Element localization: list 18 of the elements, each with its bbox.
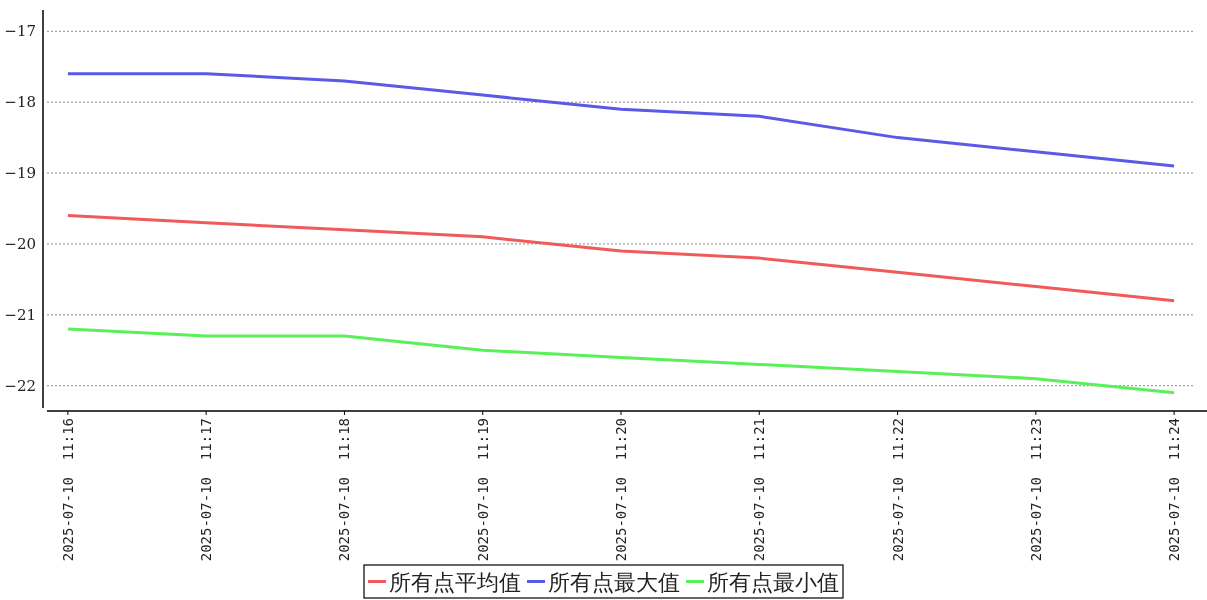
legend-label: 所有点平均值 xyxy=(389,569,521,595)
legend-label: 所有点最大值 xyxy=(548,569,680,595)
y-tick-label: −22 xyxy=(4,376,36,395)
y-tick-label: −17 xyxy=(4,22,36,41)
x-tick-label: 2025-07-10 11:22 xyxy=(889,418,906,562)
legend-label: 所有点最小值 xyxy=(707,569,839,595)
y-tick-label: −20 xyxy=(4,234,36,253)
y-tick-label: −19 xyxy=(4,164,36,183)
x-tick-label: 2025-07-10 11:19 xyxy=(474,418,491,562)
x-tick-label: 2025-07-10 11:23 xyxy=(1027,418,1044,562)
y-tick-label: −21 xyxy=(4,305,36,324)
x-tick-label: 2025-07-10 11:21 xyxy=(751,418,768,562)
y-tick-label: −18 xyxy=(4,93,36,112)
x-tick-label: 2025-07-10 11:18 xyxy=(336,418,353,562)
x-tick-label: 2025-07-10 11:24 xyxy=(1166,418,1183,562)
x-tick-label: 2025-07-10 11:16 xyxy=(59,418,76,562)
x-tick-label: 2025-07-10 11:17 xyxy=(198,418,215,562)
x-tick-label: 2025-07-10 11:20 xyxy=(613,418,629,562)
